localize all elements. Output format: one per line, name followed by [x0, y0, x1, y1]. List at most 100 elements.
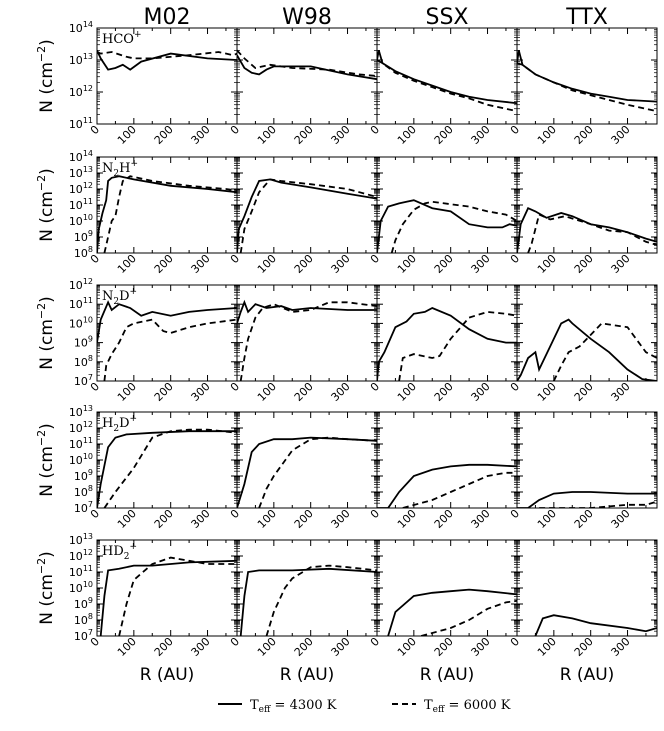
y-tick-label: 1010 — [69, 213, 93, 228]
x-tick-label: 200 — [432, 635, 456, 659]
series-line-4300k — [237, 299, 377, 324]
x-tick-label: 300 — [329, 252, 353, 276]
series-line-6000k — [398, 310, 517, 381]
x-tick-label: 100 — [255, 380, 279, 404]
x-axis-label-w98: R (AU) — [280, 665, 335, 685]
column-title-ssx: SSX — [425, 5, 468, 30]
x-tick-label: 0 — [508, 507, 522, 521]
x-tick-label: 100 — [395, 380, 419, 404]
x-tick-label: 300 — [609, 507, 633, 531]
y-tick-label: 1012 — [69, 277, 93, 292]
series-line-6000k — [239, 301, 377, 381]
x-tick-label: 0 — [88, 123, 102, 137]
x-tick-label: 0 — [368, 635, 382, 649]
x-tick-label: 0 — [88, 252, 102, 266]
x-tick-label: 100 — [255, 123, 279, 147]
series-line-4300k — [97, 430, 237, 508]
panel-m02-row-3: 0 100 200 300 N2D+ — [88, 284, 238, 404]
x-tick-label: 100 — [115, 252, 139, 276]
y-tick-label: 1014 — [69, 149, 93, 164]
panel-ttx-row-4: 0 100 200 300 — [508, 411, 658, 531]
x-tick-label: 0 — [228, 380, 242, 394]
x-tick-label: 300 — [329, 635, 353, 659]
y-tick-label: 108 — [74, 612, 93, 627]
x-tick-label: 100 — [535, 635, 559, 659]
y-tick-label: 1012 — [69, 84, 93, 99]
x-tick-label: 200 — [292, 252, 316, 276]
y-tick-label: 1011 — [69, 436, 93, 451]
panel-m02-row-2: 0 100 200 300 N2H+ — [88, 156, 238, 276]
series-line-6000k — [239, 178, 377, 253]
panel-frame — [516, 156, 658, 254]
y-tick-label: 1014 — [69, 20, 93, 35]
x-tick-label: 100 — [535, 123, 559, 147]
x-tick-label: 200 — [572, 380, 596, 404]
y-tick-label: 107 — [74, 500, 93, 515]
x-tick-label: 300 — [329, 380, 353, 404]
y-tick-label: 109 — [74, 229, 93, 244]
y-tick-label: 1011 — [69, 564, 93, 579]
y-tick-label: 1013 — [69, 404, 93, 419]
x-tick-label: 200 — [152, 507, 176, 531]
panel-frame — [236, 539, 378, 637]
panel-ttx-row-5: 0 100 200 300 — [508, 539, 658, 659]
x-tick-label: 200 — [572, 635, 596, 659]
y-axis-label: N (cm−2) — [35, 296, 57, 370]
y-axis-label: N (cm−2) — [35, 39, 57, 113]
x-tick-label: 200 — [432, 123, 456, 147]
y-tick-label: 1013 — [69, 532, 93, 547]
column-title-w98: W98 — [282, 5, 332, 30]
panel-ttx-row-1: 0 100 200 300 — [508, 27, 658, 147]
x-tick-label: 300 — [189, 635, 213, 659]
x-tick-label: 0 — [508, 252, 522, 266]
x-tick-label: 300 — [609, 635, 633, 659]
molecule-label: HCO+ — [102, 30, 142, 47]
y-axis-label: N (cm−2) — [35, 423, 57, 497]
series-line-6000k — [402, 471, 517, 508]
panel-w98-row-4: 0 100 200 300 — [228, 411, 378, 531]
series-line-6000k — [377, 59, 517, 113]
x-tick-label: 0 — [88, 507, 102, 521]
x-tick-label: 300 — [609, 380, 633, 404]
x-tick-label: 0 — [368, 123, 382, 137]
y-tick-label: 107 — [74, 628, 93, 643]
series-line-6000k — [103, 428, 237, 508]
x-tick-label: 0 — [368, 507, 382, 521]
y-tick-label: 1011 — [69, 197, 93, 212]
x-tick-label: 100 — [535, 380, 559, 404]
y-tick-label: 108 — [74, 484, 93, 499]
series-line-6000k — [118, 556, 237, 636]
y-axis-label: N (cm−2) — [35, 551, 57, 625]
panel-ssx-row-2: 0 100 200 300 — [368, 156, 518, 276]
x-tick-label: 0 — [508, 123, 522, 137]
x-tick-label: 100 — [535, 252, 559, 276]
x-tick-label: 200 — [432, 380, 456, 404]
panel-m02-row-5: 0 100 200 300 HD2+ — [88, 539, 238, 659]
series-line-4300k — [377, 307, 517, 381]
x-tick-label: 200 — [292, 507, 316, 531]
x-axis-label-ttx: R (AU) — [560, 665, 615, 685]
x-tick-label: 200 — [152, 252, 176, 276]
legend: Teff = 4300 K Teff = 6000 K — [218, 698, 511, 715]
y-tick-label: 109 — [74, 335, 93, 350]
x-tick-label: 300 — [189, 507, 213, 531]
x-tick-label: 0 — [368, 252, 382, 266]
x-tick-label: 300 — [469, 123, 493, 147]
series-line-4300k — [377, 199, 517, 253]
panel-frame — [516, 284, 658, 382]
series-line-4300k — [99, 559, 237, 636]
panel-m02-row-4: 0 100 200 300 H2D+ — [88, 411, 238, 531]
y-tick-label: 1012 — [69, 548, 93, 563]
y-tick-label: 1013 — [69, 165, 93, 180]
panel-frame — [516, 27, 658, 125]
y-tick-label: 1012 — [69, 181, 93, 196]
panel-ssx-row-1: 0 100 200 300 — [368, 27, 518, 147]
y-axis-label: N (cm−2) — [35, 168, 57, 242]
y-tick-label: 1010 — [69, 452, 93, 467]
x-tick-label: 0 — [228, 252, 242, 266]
x-tick-label: 100 — [115, 123, 139, 147]
y-tick-label: 108 — [74, 245, 93, 260]
